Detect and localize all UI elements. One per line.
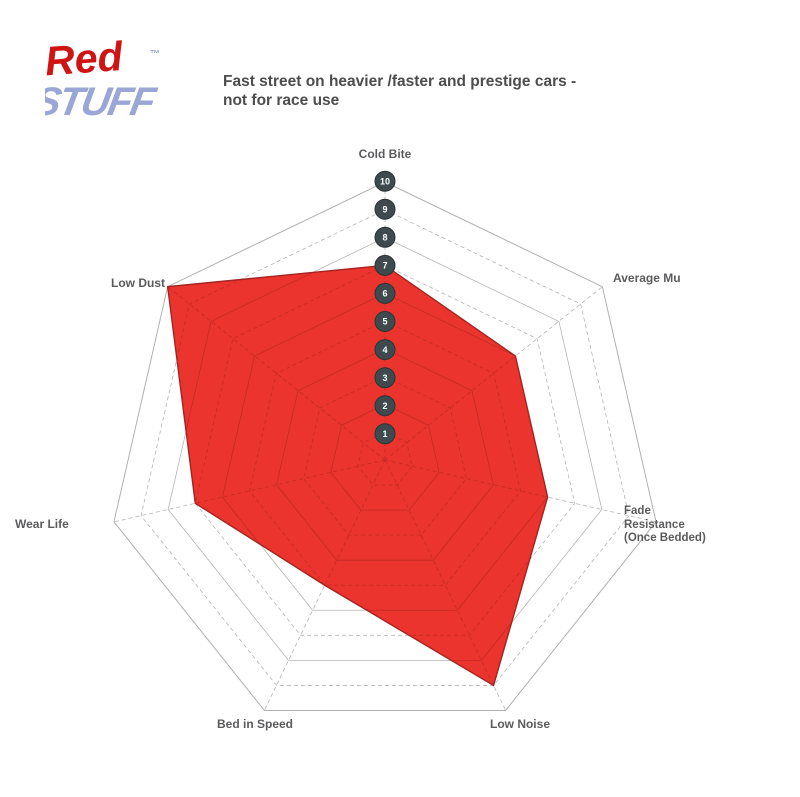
svg-text:3: 3 xyxy=(382,373,387,383)
svg-text:5: 5 xyxy=(382,317,387,327)
svg-text:10: 10 xyxy=(380,176,390,186)
svg-text:4: 4 xyxy=(382,345,387,355)
svg-text:7: 7 xyxy=(382,261,387,271)
svg-text:2: 2 xyxy=(382,401,387,411)
svg-text:6: 6 xyxy=(382,289,387,299)
svg-text:9: 9 xyxy=(382,204,387,214)
svg-text:1: 1 xyxy=(382,429,387,439)
svg-text:8: 8 xyxy=(382,233,387,243)
